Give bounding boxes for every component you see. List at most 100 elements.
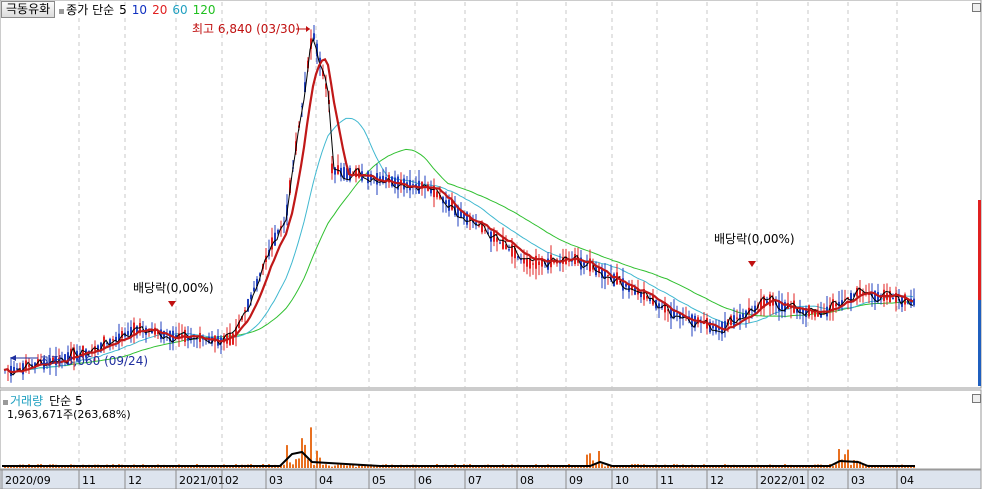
candle-body — [760, 298, 762, 309]
volume-bar — [541, 466, 543, 468]
candle-body — [253, 287, 255, 292]
candle-body — [847, 297, 849, 300]
volume-bar — [79, 466, 81, 468]
volume-bar — [598, 450, 600, 468]
volume-bar — [508, 466, 510, 468]
volume-bar — [556, 466, 558, 468]
volume-bar — [523, 466, 525, 468]
x-label: 03 — [851, 474, 865, 487]
candle-body — [346, 168, 348, 180]
candle-body — [97, 345, 99, 352]
volume-bar — [232, 466, 234, 468]
candle-body — [64, 354, 66, 363]
candle-body — [541, 257, 543, 267]
candle-body — [640, 291, 642, 298]
volume-bar — [838, 449, 840, 468]
candle-body — [58, 357, 60, 360]
volume-bar — [649, 466, 651, 468]
candle-body — [592, 265, 594, 270]
candle-body — [745, 310, 747, 318]
candle-body — [22, 363, 24, 375]
candle-body — [484, 230, 486, 232]
ma20-path — [3, 58, 914, 374]
candle-body — [601, 269, 603, 278]
candle-body — [49, 358, 51, 366]
candle-body — [244, 310, 246, 312]
volume-bar — [4, 466, 6, 468]
candle-body — [856, 287, 858, 297]
candle-body — [607, 275, 609, 277]
candle-body — [55, 356, 57, 366]
ma120-line — [3, 148, 914, 373]
candle-body — [400, 180, 402, 184]
candle-body — [466, 212, 468, 225]
candle-body — [19, 367, 21, 369]
candle-body — [613, 273, 615, 287]
candle-body — [16, 368, 18, 370]
candle-body — [379, 176, 381, 181]
volume-bar — [358, 464, 360, 468]
volume-bar — [748, 466, 750, 468]
candle-body — [187, 336, 189, 341]
volume-bar — [283, 464, 285, 468]
dividend1-marker — [168, 301, 176, 307]
volume-panel-max-button[interactable] — [972, 394, 981, 403]
volume-bar — [220, 466, 222, 468]
volume-bar — [211, 466, 213, 468]
candle-body — [52, 357, 54, 362]
candle-body — [382, 175, 384, 183]
volume-bar — [349, 464, 351, 468]
volume-bar — [862, 464, 864, 468]
candle-body — [277, 230, 279, 234]
candle-body — [133, 322, 135, 334]
candle-body — [667, 309, 669, 312]
price-panel-frame — [0, 0, 982, 389]
volume-bar — [139, 466, 141, 468]
candle-body — [334, 167, 336, 175]
candle-body — [646, 295, 648, 299]
volume-bar — [328, 465, 330, 468]
volume-header: 거래량 단순 5 — [3, 392, 83, 409]
candle-body — [547, 258, 549, 270]
volume-bar — [271, 466, 273, 468]
series-label: 종가 단순 — [66, 3, 115, 17]
volume-bar — [289, 462, 291, 468]
volume-bar — [742, 466, 744, 468]
candle-body — [238, 321, 240, 329]
legend-square-icon — [3, 400, 8, 405]
volume-ma-path — [2, 450, 915, 467]
volume-bar — [361, 465, 363, 468]
volume-bar — [31, 466, 33, 468]
candle-body — [838, 301, 840, 307]
candle-body — [871, 293, 873, 297]
volume-bar — [16, 466, 18, 468]
volume-bar — [490, 466, 492, 468]
candle-body — [763, 296, 765, 308]
candle-body — [223, 335, 225, 343]
volume-bar — [538, 466, 540, 468]
candle-body — [34, 362, 36, 369]
volume-bar — [904, 466, 906, 468]
candle-body — [724, 321, 726, 331]
dividend2-annotation: 배당락(0,00%) — [714, 232, 795, 246]
candle-body — [367, 171, 369, 184]
volume-bar — [799, 466, 801, 468]
volume-bar — [850, 464, 852, 468]
volume-bar — [766, 466, 768, 468]
stock-name-button[interactable]: 극동유화 — [1, 1, 56, 18]
candle-body — [502, 238, 504, 249]
volume-bar — [313, 464, 315, 468]
price-panel-max-button[interactable] — [972, 3, 981, 12]
volume-bar — [154, 466, 156, 468]
candle-body — [610, 275, 612, 281]
volume-bar — [478, 466, 480, 468]
volume-bar — [418, 466, 420, 468]
volume-bar — [712, 466, 714, 468]
candle-body — [406, 182, 408, 185]
x-label: 09 — [569, 474, 583, 487]
candle-body — [766, 300, 768, 304]
candle-body — [535, 255, 537, 269]
volume-bar — [46, 466, 48, 468]
